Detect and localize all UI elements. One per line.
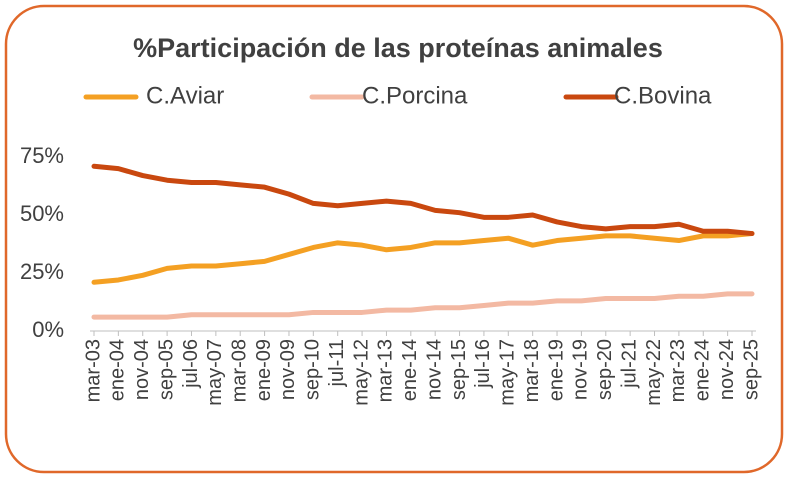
x-tick-label: mar-13 [375,339,397,402]
chart-title: %Participación de las proteínas animales [133,33,663,63]
line-series [91,231,755,285]
x-tick-label: nov-24 [716,339,738,400]
x-tick-label: sep-15 [448,339,470,400]
x-tick-label: jul-06 [180,339,202,389]
x-tick-label: jul-11 [326,339,348,387]
x-tick-label: jul-21 [618,339,640,389]
x-tick-label: nov-19 [570,339,592,400]
y-tick-label: 75% [20,143,64,168]
x-tick-label: may-07 [204,339,226,406]
y-tick-label: 25% [20,259,64,284]
x-tick-label: mar-18 [521,339,543,402]
x-tick-label: sep-10 [302,339,324,400]
x-tick-label: mar-08 [229,339,251,402]
x-tick-label: ene-14 [399,339,421,401]
x-tick-label: sep-20 [594,339,616,400]
x-tick-label: ene-09 [253,339,275,401]
frame [4,4,784,474]
x-tick-label: nov-14 [423,339,445,400]
legend-label: C.Bovina [614,82,712,109]
x-tick-label: nov-09 [277,339,299,400]
x-tick-label: nov-04 [131,339,153,400]
x-tick-label: ene-19 [545,339,567,401]
x-tick-label: mar-23 [667,339,689,402]
y-tick-label: 50% [20,201,64,226]
x-tick-label: sep-05 [155,339,177,400]
line-series [91,291,755,320]
x-tick-label: may-17 [497,339,519,406]
y-tick-label: 0% [32,317,64,342]
legend-label: C.Porcina [362,82,468,109]
line-series [91,163,755,237]
x-tick-label: may-22 [643,339,665,406]
x-tick-label: sep-25 [740,339,762,400]
x-tick-label: jul-16 [472,339,494,389]
x-tick-label: mar-03 [82,339,104,402]
x-tick-label: ene-04 [107,339,129,401]
x-tick-label: may-12 [350,339,372,406]
x-tick-label: ene-24 [692,339,714,401]
legend-label: C.Aviar [146,82,224,109]
